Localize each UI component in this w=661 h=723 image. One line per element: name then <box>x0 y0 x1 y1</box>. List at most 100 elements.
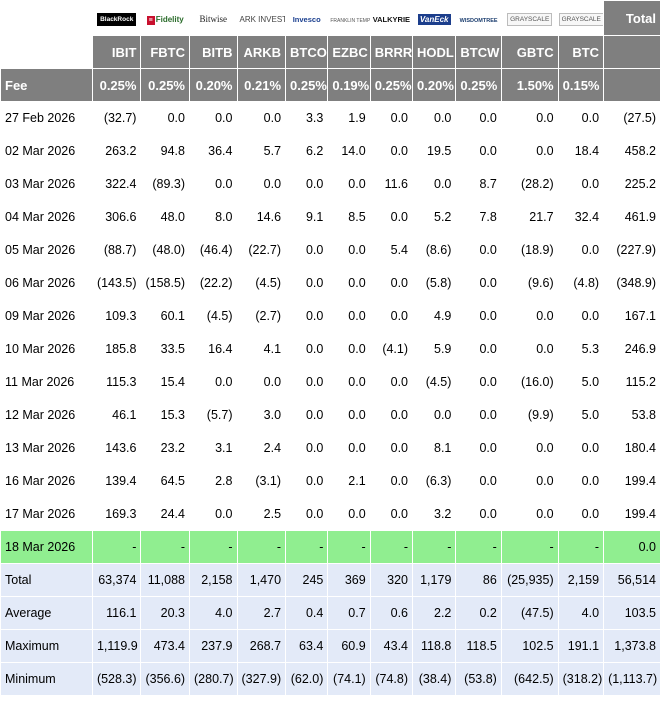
flow-cell: 0.0 <box>328 399 370 431</box>
flow-cell: (48.0) <box>141 234 189 266</box>
row-date: 05 Mar 2026 <box>1 234 92 266</box>
summary-label: Maximum <box>1 630 92 662</box>
flow-cell: - <box>370 531 413 563</box>
row-total: 53.8 <box>604 399 660 431</box>
issuer-logo-row: BlackRock ≡ Fidelity Bitwise ARK INVEST I… <box>1 1 660 35</box>
flow-cell: 0.0 <box>286 399 328 431</box>
grayscale-gbtc-logo: GRAYSCALE <box>501 1 558 35</box>
flow-cell: 4.1 <box>237 333 286 365</box>
franklin-logo: FRANKLIN TEMPLETON <box>328 1 370 35</box>
flow-cell: 263.2 <box>92 135 141 167</box>
flow-cell: (16.0) <box>501 366 558 398</box>
flow-cell: (46.4) <box>190 234 237 266</box>
summary-cell: 0.7 <box>328 597 370 629</box>
flow-cell: (4.5) <box>413 366 456 398</box>
flow-cell: 0.0 <box>501 102 558 134</box>
fee-row: Fee 0.25% 0.25% 0.20% 0.21% 0.25% 0.19% … <box>1 69 660 101</box>
flow-cell: 0.0 <box>286 432 328 464</box>
table-row: 02 Mar 2026 263.2 94.8 36.4 5.7 6.2 14.0 0.0 19.… <box>1 135 660 167</box>
flow-cell: 94.8 <box>141 135 189 167</box>
flow-cell: 0.0 <box>286 267 328 299</box>
summary-cell: 118.5 <box>456 630 501 662</box>
table-row: 05 Mar 2026 (88.7) (48.0) (46.4) (22.7) 0.0 0.… <box>1 234 660 266</box>
flow-cell: 14.6 <box>237 201 286 233</box>
flow-cell: 0.0 <box>328 168 370 200</box>
flow-cell: - <box>328 531 370 563</box>
flow-cell: (22.7) <box>237 234 286 266</box>
flow-cell: 0.0 <box>456 267 501 299</box>
flow-cell: 0.0 <box>237 366 286 398</box>
flow-cell: 11.6 <box>370 168 413 200</box>
summary-cell: 2,159 <box>558 564 604 596</box>
summary-cell: (318.2) <box>558 663 604 695</box>
corner-blank <box>1 1 92 35</box>
summary-cell: 2.7 <box>237 597 286 629</box>
flow-cell: 0.0 <box>141 102 189 134</box>
flow-cell: 185.8 <box>92 333 141 365</box>
summary-row-minimum: Minimum (528.3) (356.6) (280.7) (327.9) (62.0… <box>1 663 660 695</box>
summary-label: Total <box>1 564 92 596</box>
flow-cell: 0.0 <box>370 267 413 299</box>
summary-cell: 102.5 <box>501 630 558 662</box>
flow-cell: 7.8 <box>456 201 501 233</box>
flow-cell: 0.0 <box>370 498 413 530</box>
fidelity-mark-icon: ≡ <box>146 15 155 25</box>
ticker-brrr: BRRR <box>370 36 413 68</box>
summary-cell: 63.4 <box>286 630 328 662</box>
summary-cell: 245 <box>286 564 328 596</box>
fee-btcw: 0.25% <box>456 69 501 101</box>
flow-cell: (3.1) <box>237 465 286 497</box>
ticker-btc: BTC <box>558 36 604 68</box>
flow-cell: 0.0 <box>558 168 604 200</box>
flow-cell: 3.1 <box>190 432 237 464</box>
flow-cell: 0.0 <box>328 333 370 365</box>
flow-cell: 0.0 <box>370 432 413 464</box>
flow-cell: 5.9 <box>413 333 456 365</box>
row-total: 115.2 <box>604 366 660 398</box>
row-date: 04 Mar 2026 <box>1 201 92 233</box>
fee-label: Fee <box>1 69 92 101</box>
table-row: 03 Mar 2026 322.4 (89.3) 0.0 0.0 0.0 0.0 11.6 0.… <box>1 168 660 200</box>
summary-cell: 63,374 <box>92 564 141 596</box>
fee-gbtc: 1.50% <box>501 69 558 101</box>
table-row: 04 Mar 2026 306.6 48.0 8.0 14.6 9.1 8.5 0.0 5.2 7… <box>1 201 660 233</box>
flow-cell: 0.0 <box>501 135 558 167</box>
summary-cell: (62.0) <box>286 663 328 695</box>
flow-cell: 109.3 <box>92 300 141 332</box>
flow-cell: 0.0 <box>501 498 558 530</box>
row-total: 246.9 <box>604 333 660 365</box>
flow-cell: 0.0 <box>286 498 328 530</box>
flow-cell: 16.4 <box>190 333 237 365</box>
ticker-ibit: IBIT <box>92 36 141 68</box>
summary-total: (1,113.7) <box>604 663 660 695</box>
row-date: 18 Mar 2026 <box>1 531 92 563</box>
flow-cell: 0.0 <box>413 168 456 200</box>
flow-cell: 0.0 <box>456 366 501 398</box>
ticker-row: IBIT FBTC BITB ARKB BTCO EZBC BRRR HODL … <box>1 36 660 68</box>
flow-cell: (89.3) <box>141 168 189 200</box>
table-row: 16 Mar 2026 139.4 64.5 2.8 (3.1) 0.0 2.1 0.0 (6.… <box>1 465 660 497</box>
row-total: 199.4 <box>604 498 660 530</box>
flow-cell: (5.7) <box>190 399 237 431</box>
flow-cell: (9.6) <box>501 267 558 299</box>
flow-cell: 0.0 <box>456 135 501 167</box>
flow-cell: - <box>92 531 141 563</box>
flow-cell: - <box>141 531 189 563</box>
flow-cell: 0.0 <box>370 201 413 233</box>
flow-cell: (4.1) <box>370 333 413 365</box>
flow-cell: 0.0 <box>286 234 328 266</box>
flow-cell: - <box>413 531 456 563</box>
flow-cell: - <box>237 531 286 563</box>
flow-cell: 0.0 <box>456 102 501 134</box>
row-total: (227.9) <box>604 234 660 266</box>
flow-cell: 0.0 <box>190 168 237 200</box>
summary-total: 1,373.8 <box>604 630 660 662</box>
ticker-total-blank <box>604 36 660 68</box>
flow-cell: (4.8) <box>558 267 604 299</box>
etf-flows-table: BlackRock ≡ Fidelity Bitwise ARK INVEST I… <box>1 1 660 695</box>
summary-cell: 2,158 <box>190 564 237 596</box>
flow-cell: 306.6 <box>92 201 141 233</box>
flow-cell: 0.0 <box>558 300 604 332</box>
fee-arkb: 0.21% <box>237 69 286 101</box>
flow-cell: 1.9 <box>328 102 370 134</box>
